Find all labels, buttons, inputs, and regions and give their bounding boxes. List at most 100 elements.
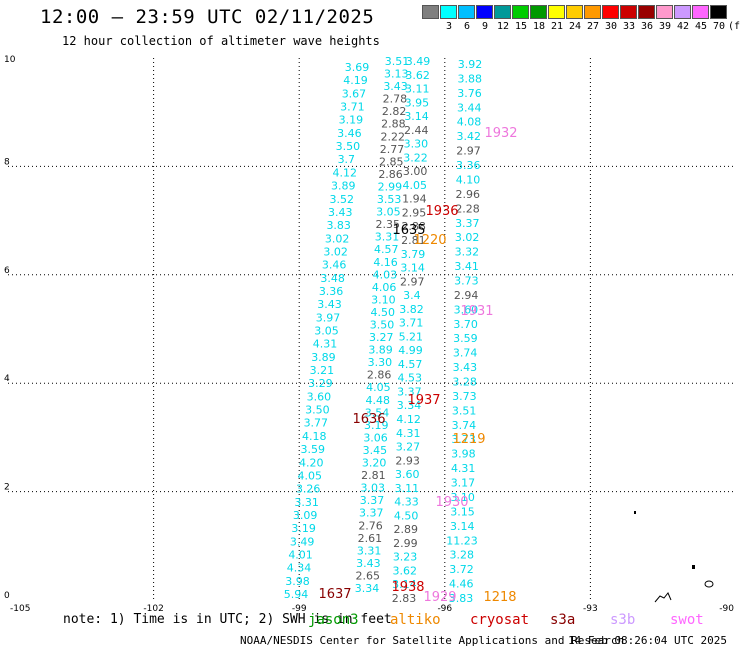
pass-label: 1929 (423, 590, 456, 605)
legend-swatch (494, 5, 511, 19)
legend-label: 70 (712, 21, 726, 32)
track-d-value: 4.31 (451, 462, 476, 475)
track-c-value: 3.22 (403, 151, 428, 164)
pass-label: 1636 (352, 412, 385, 427)
track-a-value: 4.34 (287, 562, 312, 575)
track-a-value: 4.05 (297, 469, 322, 482)
track-a-value: 3.21 (310, 364, 335, 377)
track-d-value: 4.08 (457, 116, 482, 129)
track-d-value: 3.51 (452, 404, 477, 417)
track-b-value: 4.48 (365, 394, 390, 407)
pass-label: 1937 (407, 393, 440, 408)
legend-swatch (584, 5, 601, 19)
track-a-value: 3.67 (342, 87, 367, 100)
track-c-value: 3.49 (406, 55, 431, 68)
track-c-value: 2.93 (395, 454, 420, 467)
track-d-value: 3.17 (451, 477, 476, 490)
legend-swatch (620, 5, 637, 19)
track-d-value: 3.76 (457, 87, 482, 100)
legend-swatch (656, 5, 673, 19)
track-b-value: 4.16 (373, 256, 398, 269)
color-legend (422, 5, 728, 19)
track-b-value: 2.99 (378, 180, 403, 193)
track-a-value: 3.46 (337, 127, 362, 140)
track-b-value: 3.54 (365, 406, 390, 419)
legend-swatch (458, 5, 475, 19)
coast-1 (654, 592, 672, 603)
island-3 (704, 580, 714, 588)
track-a-value: 3.71 (340, 101, 365, 114)
island-1 (634, 511, 636, 514)
track-b-value: 2.86 (378, 168, 403, 181)
y-tick-label: 2 (4, 483, 10, 493)
x-tick-label: -102 (143, 604, 163, 614)
legend-swatch (422, 5, 439, 19)
track-a-value: 3.09 (293, 509, 318, 522)
track-c-value: 3.11 (395, 482, 420, 495)
pass-label: 1930 (435, 495, 468, 510)
track-b-value: 2.88 (381, 118, 406, 131)
track-b-value: 2.78 (383, 93, 408, 106)
pass-label: 1637 (318, 587, 351, 602)
track-b-value: 3.53 (377, 193, 402, 206)
track-a-value: 3.05 (314, 325, 339, 338)
legend-label: 6 (463, 21, 471, 32)
track-c-value: 4.33 (394, 496, 419, 509)
track-d-value: 3.73 (452, 390, 477, 403)
track-d-value: 3.02 (455, 231, 480, 244)
legend-label: 42 (676, 21, 690, 32)
track-a-value: 4.01 (288, 548, 313, 561)
x-tick-label: -105 (10, 604, 30, 614)
track-b-value: 3.43 (356, 557, 381, 570)
legend-unit: (ft) (728, 21, 740, 32)
track-a-value: 3.7 (338, 153, 356, 166)
track-c-value: 3.62 (405, 69, 430, 82)
track-a-value: 3.69 (345, 61, 370, 74)
legend-swatch (548, 5, 565, 19)
x-tick-label: -99 (292, 604, 307, 614)
note-text: note: 1) Time is in UTC; 2) SWH is in fe… (63, 612, 392, 627)
track-a-value: 3.43 (317, 298, 342, 311)
track-d-value: 3.42 (457, 130, 482, 143)
legend-label: 24 (568, 21, 582, 32)
legend-label: 21 (550, 21, 564, 32)
track-a-value: 4.19 (343, 74, 368, 87)
track-d-value: 3.14 (450, 520, 475, 533)
track-d-value: 3.28 (449, 549, 474, 562)
track-a-value: 3.46 (322, 259, 347, 272)
y-tick-label: 0 (4, 591, 10, 601)
track-c-value: 4.31 (396, 427, 421, 440)
legend-label: 45 (694, 21, 708, 32)
track-c-value: 4.12 (396, 413, 421, 426)
legend-label: 9 (481, 21, 489, 32)
track-b-value: 3.43 (383, 80, 408, 93)
track-d-value: 3.74 (452, 419, 477, 432)
legend-label: 3 (445, 21, 453, 32)
track-c-value: 3.34 (397, 399, 422, 412)
track-a-value: 3.31 (294, 496, 319, 509)
footer-timestamp: 14 Feb 08:26:04 UTC 2025 (568, 634, 727, 647)
satellite-cryosat: cryosat (470, 612, 530, 628)
track-c-value: 4.57 (398, 358, 423, 371)
pass-label: 1220 (413, 233, 446, 248)
track-c-value: 3.60 (395, 468, 420, 481)
track-b-value: 3.06 (363, 431, 388, 444)
track-c-value: 2.97 (400, 275, 425, 288)
track-b-value: 3.50 (370, 319, 395, 332)
track-b-value: 3.31 (375, 231, 400, 244)
legend-label: 27 (586, 21, 600, 32)
track-a-value: 3.97 (316, 311, 341, 324)
track-b-value: 2.22 (380, 130, 405, 143)
track-b-value: 3.10 (371, 293, 396, 306)
pass-label: 1936 (425, 204, 458, 219)
track-a-value: 3.52 (330, 193, 355, 206)
track-b-value: 2.65 (355, 569, 380, 582)
track-d-value: 3.37 (455, 217, 480, 230)
track-b-value: 2.77 (380, 143, 405, 156)
track-b-value: 3.51 (385, 55, 410, 68)
track-a-value: 3.60 (307, 390, 332, 403)
track-b-value: 2.85 (379, 155, 404, 168)
track-d-value: 2.96 (456, 188, 481, 201)
